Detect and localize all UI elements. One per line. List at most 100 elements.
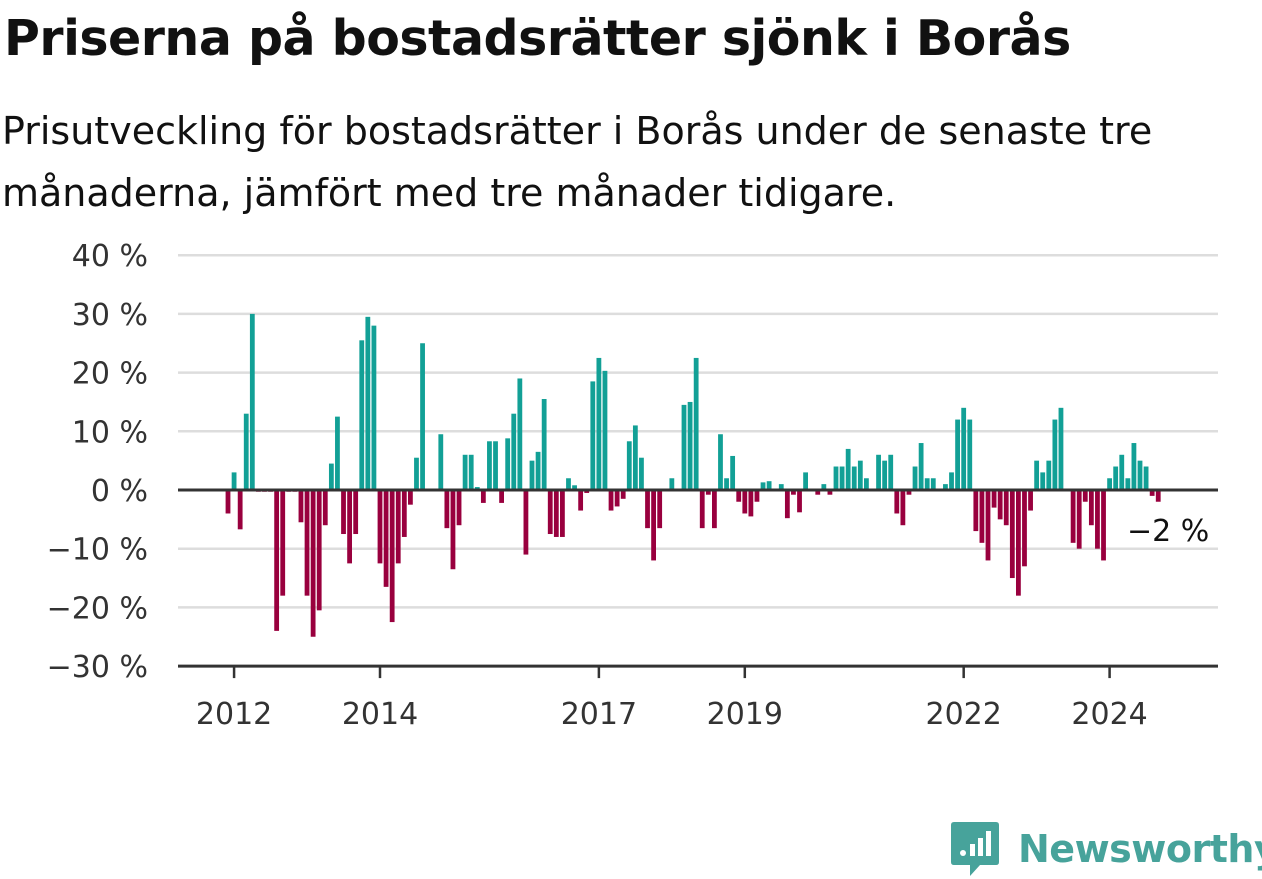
bar [815, 490, 821, 495]
x-tick-label: 2019 [707, 697, 783, 732]
bar [322, 490, 328, 526]
bar [827, 490, 833, 495]
bar [1088, 490, 1094, 526]
bar [335, 416, 340, 491]
bar [274, 490, 280, 631]
bar [1113, 466, 1119, 490]
bar [833, 466, 839, 490]
bar [766, 481, 772, 490]
bar [979, 490, 985, 543]
x-tick-label: 2014 [342, 697, 418, 732]
bar [1107, 478, 1112, 490]
bar [249, 313, 255, 490]
bar [1076, 490, 1082, 549]
bar [991, 490, 997, 508]
last-value-annotation: −2 % [1127, 514, 1209, 549]
bar [420, 343, 425, 490]
bar [231, 472, 237, 490]
bar [553, 490, 559, 537]
bar [1034, 460, 1040, 490]
bar [1046, 460, 1052, 490]
bar [1143, 466, 1149, 490]
bar [718, 434, 723, 490]
bar [1125, 478, 1131, 490]
bar [359, 340, 365, 490]
bar [876, 454, 881, 490]
bar [353, 490, 359, 535]
x-tick-label: 2024 [1071, 697, 1147, 732]
bar [949, 472, 954, 490]
y-tick-label: 0 % [91, 474, 148, 509]
y-tick-label: 40 % [72, 239, 148, 274]
bar [985, 490, 991, 561]
bar [493, 441, 498, 490]
bar [699, 490, 705, 529]
bar [645, 490, 650, 529]
bar [511, 413, 517, 490]
bar [724, 478, 729, 490]
bar [237, 490, 243, 530]
bar [1016, 490, 1021, 596]
bar [389, 490, 395, 623]
bar [371, 325, 377, 490]
bar [784, 490, 790, 519]
bar [1070, 490, 1076, 543]
bar [906, 490, 912, 495]
y-tick-label: 10 % [72, 415, 148, 450]
bar [900, 490, 906, 526]
y-tick-label: −10 % [47, 533, 148, 568]
bar [444, 490, 450, 529]
bar [1003, 490, 1009, 526]
bar [499, 490, 504, 503]
bar [529, 460, 535, 490]
bar [1082, 490, 1088, 502]
bar [487, 441, 492, 490]
bar [1009, 490, 1015, 579]
bar [347, 490, 352, 564]
bar [961, 407, 967, 490]
bar [316, 490, 322, 611]
bar [523, 490, 529, 555]
bar [639, 457, 644, 490]
bar [1022, 490, 1027, 567]
bar [517, 378, 523, 490]
y-tick-label: 30 % [72, 298, 148, 333]
bar [632, 425, 638, 490]
bar [851, 466, 857, 490]
bar [712, 490, 717, 529]
bar [803, 472, 808, 490]
bar [1040, 472, 1046, 490]
bar [462, 454, 468, 490]
bar [888, 454, 894, 490]
x-tick-label: 2017 [561, 697, 637, 732]
bar [839, 466, 845, 490]
bar [930, 478, 936, 490]
bar [535, 451, 541, 490]
bar [480, 490, 486, 503]
bar [912, 466, 918, 490]
bar [705, 490, 711, 495]
bar [760, 482, 766, 490]
bar [1101, 490, 1106, 561]
bar [566, 478, 571, 490]
bar [1155, 490, 1161, 502]
bar [736, 490, 742, 502]
bars [225, 313, 1161, 637]
bar [596, 357, 602, 490]
bar [626, 441, 632, 490]
bar [651, 490, 656, 561]
bar [973, 490, 979, 532]
bar [328, 463, 334, 490]
bar [955, 419, 960, 490]
bar [608, 490, 614, 511]
bar [845, 448, 851, 490]
bar [882, 460, 888, 490]
bar [414, 457, 419, 490]
bar [687, 401, 693, 490]
bar [468, 454, 474, 490]
bar [918, 443, 924, 490]
bar [748, 490, 754, 517]
bar [395, 490, 401, 564]
y-tick-label: −20 % [47, 591, 148, 626]
bar [681, 404, 687, 490]
